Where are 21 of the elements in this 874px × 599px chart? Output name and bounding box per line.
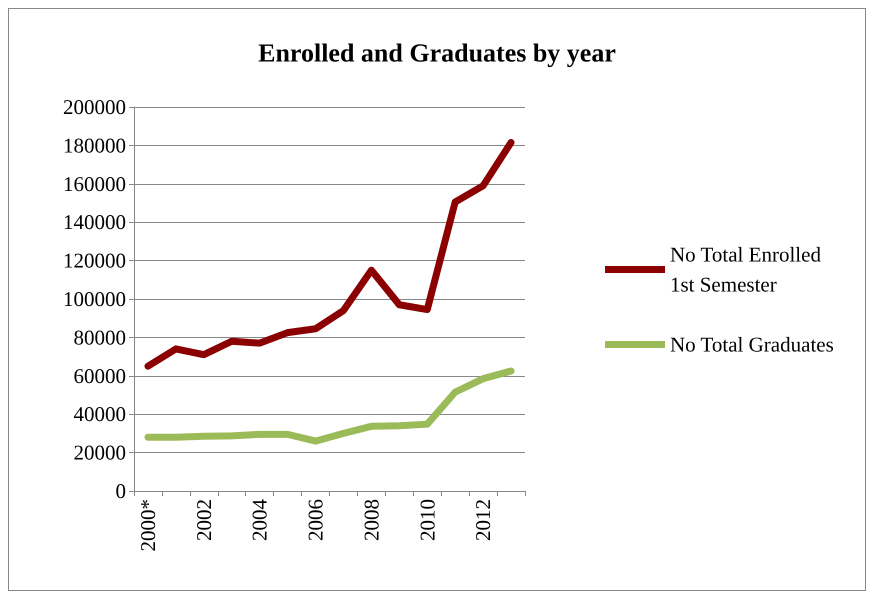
x-tick-label: 2010: [415, 499, 440, 541]
y-tick-label: 40000: [74, 402, 126, 426]
y-tick-label: 0: [116, 479, 126, 503]
y-tick-label: 20000: [74, 440, 126, 465]
x-tick-label: 2004: [248, 498, 272, 541]
legend-label: No Total Graduates: [670, 332, 834, 356]
legend-label: No Total Enrolled 1st Semester: [670, 242, 826, 296]
x-tick-label: 2008: [359, 499, 384, 541]
x-tick-label: 2002: [192, 499, 216, 541]
y-tick-label: 160000: [63, 172, 126, 196]
x-tick-label: 2000*: [136, 499, 160, 552]
y-tick-label: 180000: [63, 133, 126, 158]
y-tick-label: 200000: [63, 95, 126, 119]
x-tick-label: 2006: [304, 499, 328, 541]
y-tick-label: 100000: [63, 287, 126, 311]
y-tick-label: 120000: [63, 248, 126, 273]
y-tick-label: 80000: [74, 325, 126, 350]
x-tick-label: 2012: [471, 499, 496, 541]
y-tick-label: 140000: [63, 210, 126, 234]
y-tick-label: 60000: [74, 364, 126, 388]
chart-title: Enrolled and Graduates by year: [258, 38, 616, 68]
